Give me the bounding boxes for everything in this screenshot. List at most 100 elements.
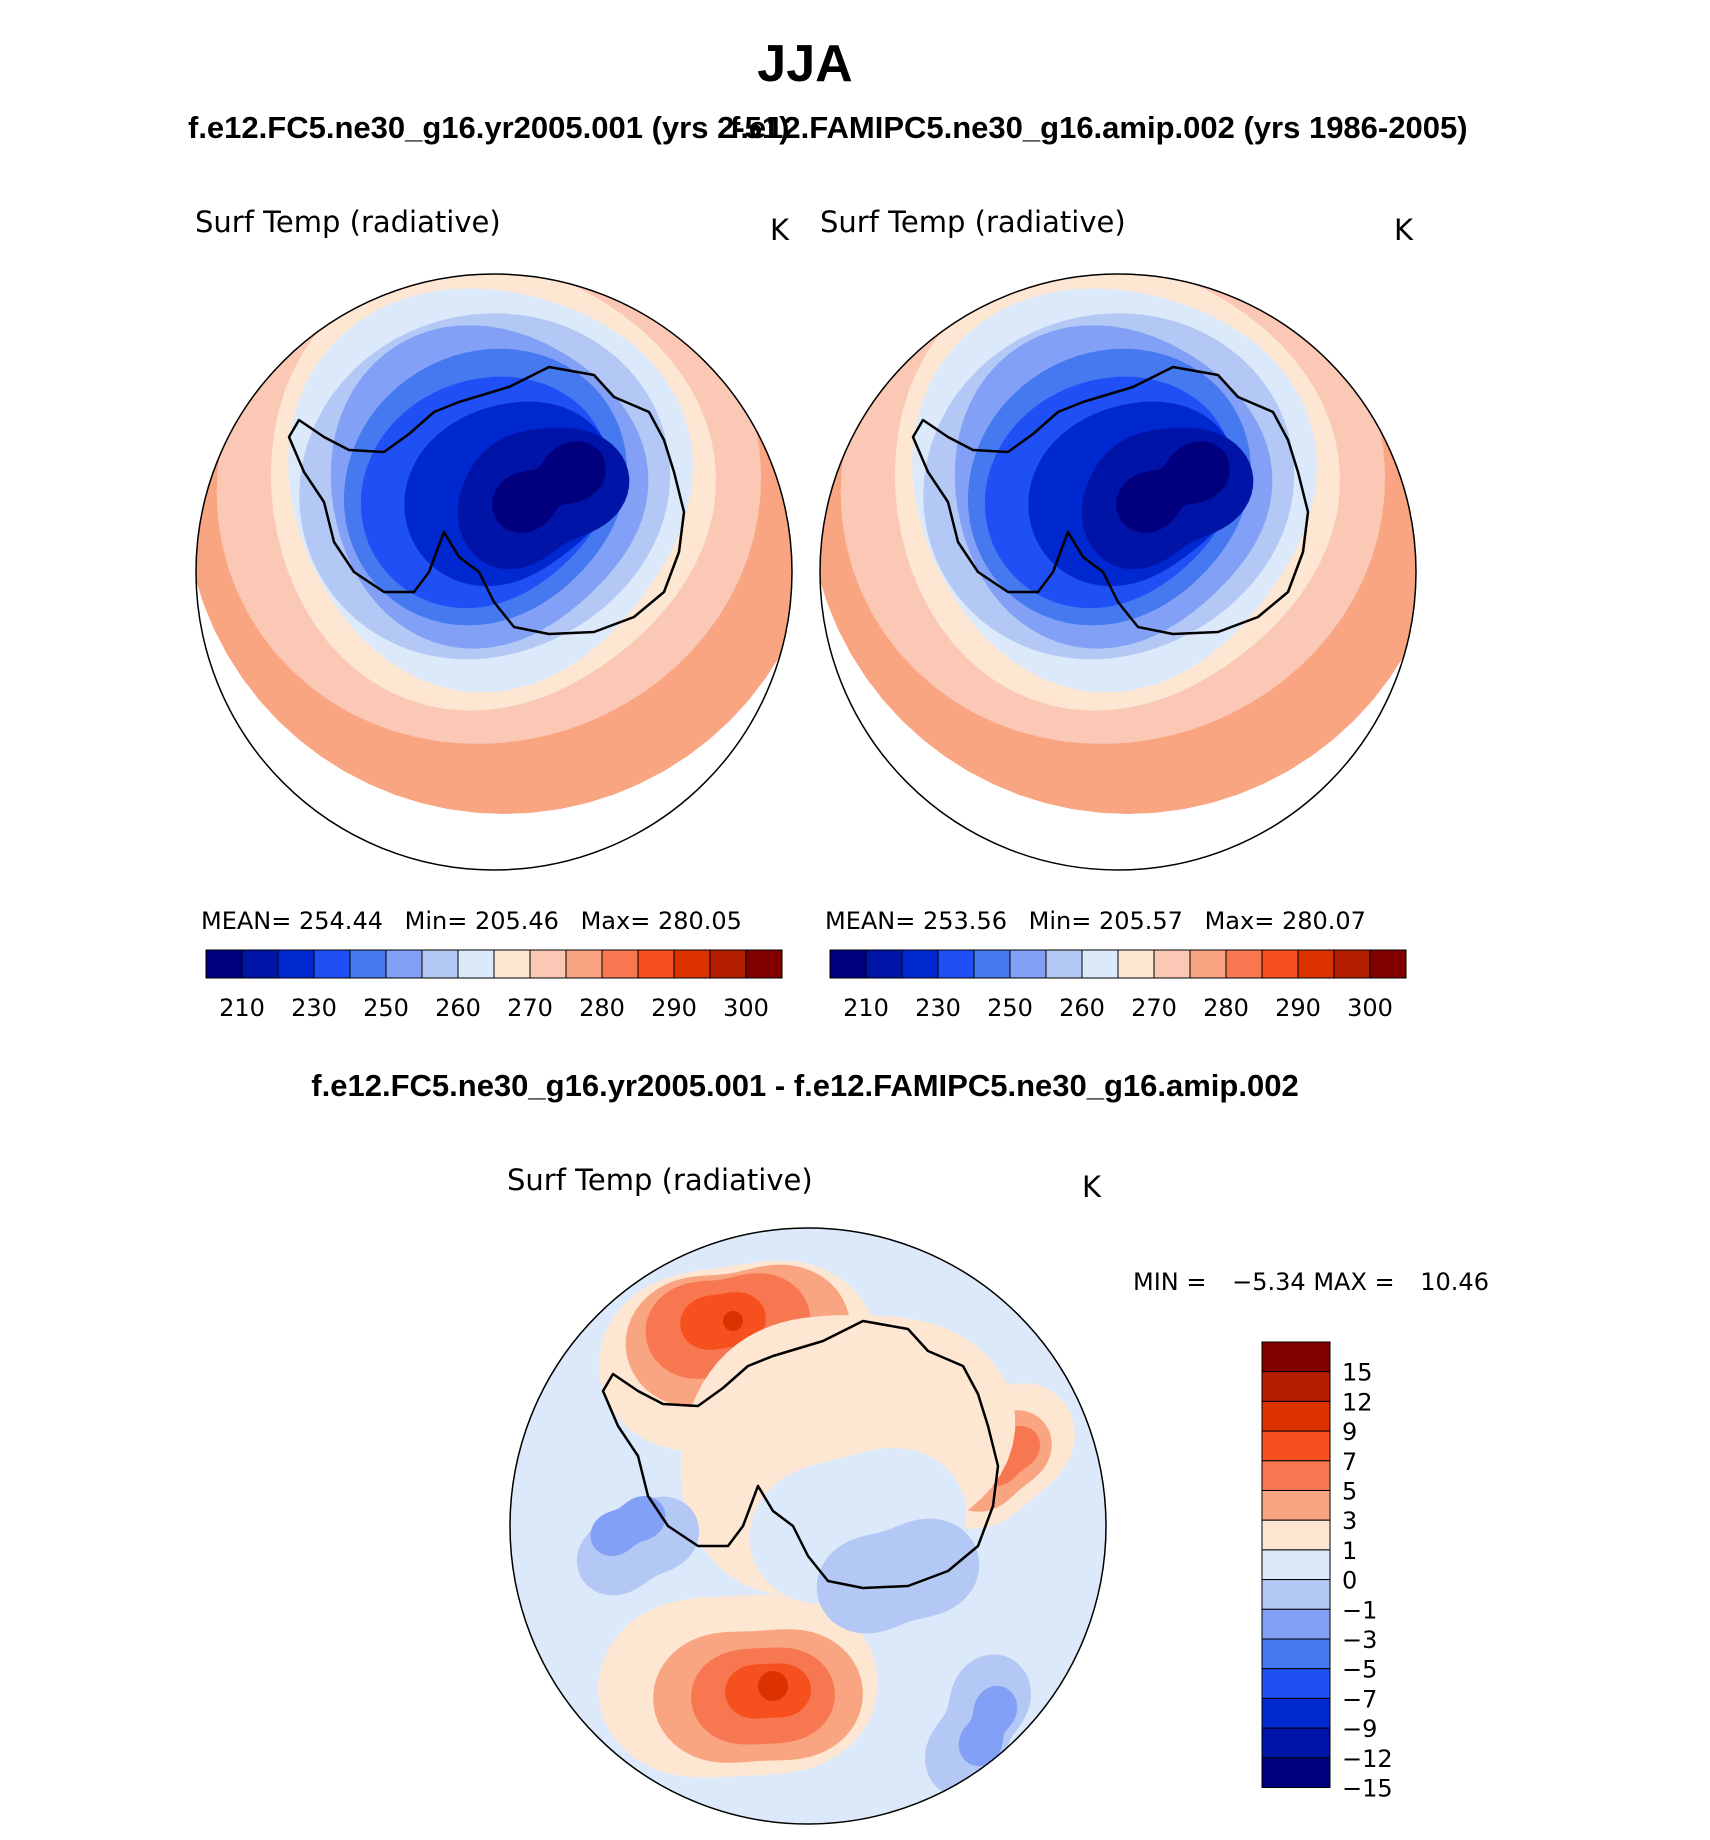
colorbar-tick-label: −12 [1342, 1745, 1393, 1773]
colorbar-tick-label: 12 [1342, 1388, 1373, 1416]
colorbar-tick-label: 7 [1342, 1448, 1357, 1476]
colorbar-box [937, 949, 975, 979]
panel3-max-value: 10.46 [1420, 1268, 1489, 1296]
colorbar-tick-label: −7 [1342, 1685, 1377, 1713]
colorbar-box [1261, 1400, 1331, 1432]
colorbar-box [1261, 1490, 1331, 1521]
colorbar-tick-label: 290 [1275, 994, 1321, 1022]
colorbar-box [1369, 949, 1407, 979]
colorbar-box [1261, 1638, 1331, 1670]
antarctica-coastline [911, 365, 1310, 636]
panel1-units-label: K [770, 213, 790, 247]
colorbar-tick-label: 250 [987, 994, 1033, 1022]
colorbar-box [1261, 1579, 1331, 1610]
colorbar-tick-label: 290 [651, 994, 697, 1022]
colorbar-box [529, 949, 567, 979]
anomaly-region-17 [590, 1496, 666, 1556]
panel3-min-label: MIN = [1133, 1268, 1207, 1296]
anomaly-region-15 [816, 1518, 980, 1634]
colorbar-tick-label: 270 [1131, 994, 1177, 1022]
colorbar-box [1261, 1371, 1331, 1402]
colorbar-box [601, 949, 639, 979]
colorbar-box [1333, 949, 1371, 979]
colorbar-box [709, 949, 747, 979]
colorbar-box [1261, 1608, 1331, 1640]
colorbar-box [385, 949, 423, 979]
panel2-max-label: Max= [1204, 907, 1275, 935]
panel3-variable-label: Surf Temp (radiative) [507, 1163, 813, 1197]
colorbar-box [1261, 1430, 1331, 1462]
colorbar-tick-label: −5 [1342, 1656, 1377, 1684]
colorbar-box [1009, 949, 1047, 979]
colorbar-tick-label: 230 [291, 994, 337, 1022]
panel1-max-value: 280.05 [657, 907, 742, 935]
colorbar-box [1261, 949, 1299, 979]
diff-title: f.e12.FC5.ne30_g16.yr2005.001 - f.e12.FA… [311, 1068, 1299, 1103]
panel1-variable-label: Surf Temp (radiative) [195, 205, 501, 239]
panel2-mean-label: MEAN= [825, 907, 916, 935]
panel2-min-label: Min= [1028, 907, 1092, 935]
panel2-units-label: K [1394, 213, 1414, 247]
contour-band-10 [1116, 441, 1230, 533]
colorbar-box [1261, 1697, 1331, 1729]
colorbar-box [1297, 949, 1335, 979]
panel1-stats: MEAN= 254.44 Min= 205.46 Max= 280.05 [201, 907, 742, 935]
panel1-mean-value: 254.44 [299, 907, 383, 935]
temperature-field [820, 274, 1416, 814]
colorbar-box [205, 949, 243, 979]
colorbar-box [901, 949, 939, 979]
colorbar-tick-label: 9 [1342, 1418, 1357, 1446]
colorbar-tick-label: 1 [1342, 1537, 1357, 1565]
colorbar-box [1261, 1668, 1331, 1699]
colorbar-box [421, 949, 459, 979]
colorbar-box [1117, 949, 1155, 979]
colorbar-tick-label: 300 [723, 994, 769, 1022]
colorbar-tick-label: 270 [507, 994, 553, 1022]
colorbar-tick-label: 210 [843, 994, 889, 1022]
colorbar-box [1153, 949, 1191, 979]
colorbar-box [1261, 1757, 1331, 1788]
colorbar-box [637, 949, 675, 979]
colorbar-box [1261, 1727, 1331, 1759]
figure-title: JJA [757, 35, 853, 93]
colorbar-box [1261, 1519, 1331, 1551]
colorbar-box [1045, 949, 1083, 979]
colorbar-tick-label: 300 [1347, 994, 1393, 1022]
colorbar-tick-label: 280 [579, 994, 625, 1022]
colorbar-box [829, 949, 867, 979]
panel1-min-label: Min= [404, 907, 468, 935]
panel2-mean-value: 253.56 [923, 907, 1007, 935]
subtitle-right: f.e12.FAMIPC5.ne30_g16.amip.002 (yrs 198… [730, 110, 1468, 145]
colorbar-box [1225, 949, 1263, 979]
panel2-min-value: 205.57 [1098, 907, 1183, 935]
colorbar-box [865, 949, 903, 979]
colorbar-box [493, 949, 531, 979]
panel3-max-label: MAX = [1313, 1268, 1395, 1296]
panel2-polar-map [819, 273, 1417, 871]
map-boundary [819, 273, 1417, 871]
panel3-min-value: −5.34 [1232, 1268, 1306, 1296]
colorbar-tick-label: 260 [435, 994, 481, 1022]
colorbar-tick-label: 0 [1342, 1567, 1357, 1595]
colorbar-box [1189, 949, 1227, 979]
colorbar-box [457, 949, 495, 979]
panel1-colorbar: 210 230 250 260 270 280 290 300 [205, 949, 783, 1022]
difference-field [510, 1228, 1106, 1824]
colorbar-box [313, 949, 351, 979]
colorbar-box [1261, 1460, 1331, 1492]
antarctica-coastline [601, 1319, 1000, 1590]
panel2-stats: MEAN= 253.56 Min= 205.57 Max= 280.07 [825, 907, 1366, 935]
antarctica-coastline [287, 365, 686, 636]
colorbar-box [1081, 949, 1119, 979]
colorbar-box [349, 949, 387, 979]
map-boundary [509, 1227, 1107, 1825]
colorbar-tick-label: 250 [363, 994, 409, 1022]
colorbar-tick-label: −1 [1342, 1596, 1377, 1624]
panel2-variable-label: Surf Temp (radiative) [820, 205, 1126, 239]
temperature-field [196, 274, 792, 814]
colorbar-box [973, 949, 1011, 979]
colorbar-box [1261, 1549, 1331, 1581]
panel3-stats: MIN = −5.34 MAX = 10.46 [1133, 1268, 1489, 1296]
contour-band-10 [492, 441, 606, 533]
